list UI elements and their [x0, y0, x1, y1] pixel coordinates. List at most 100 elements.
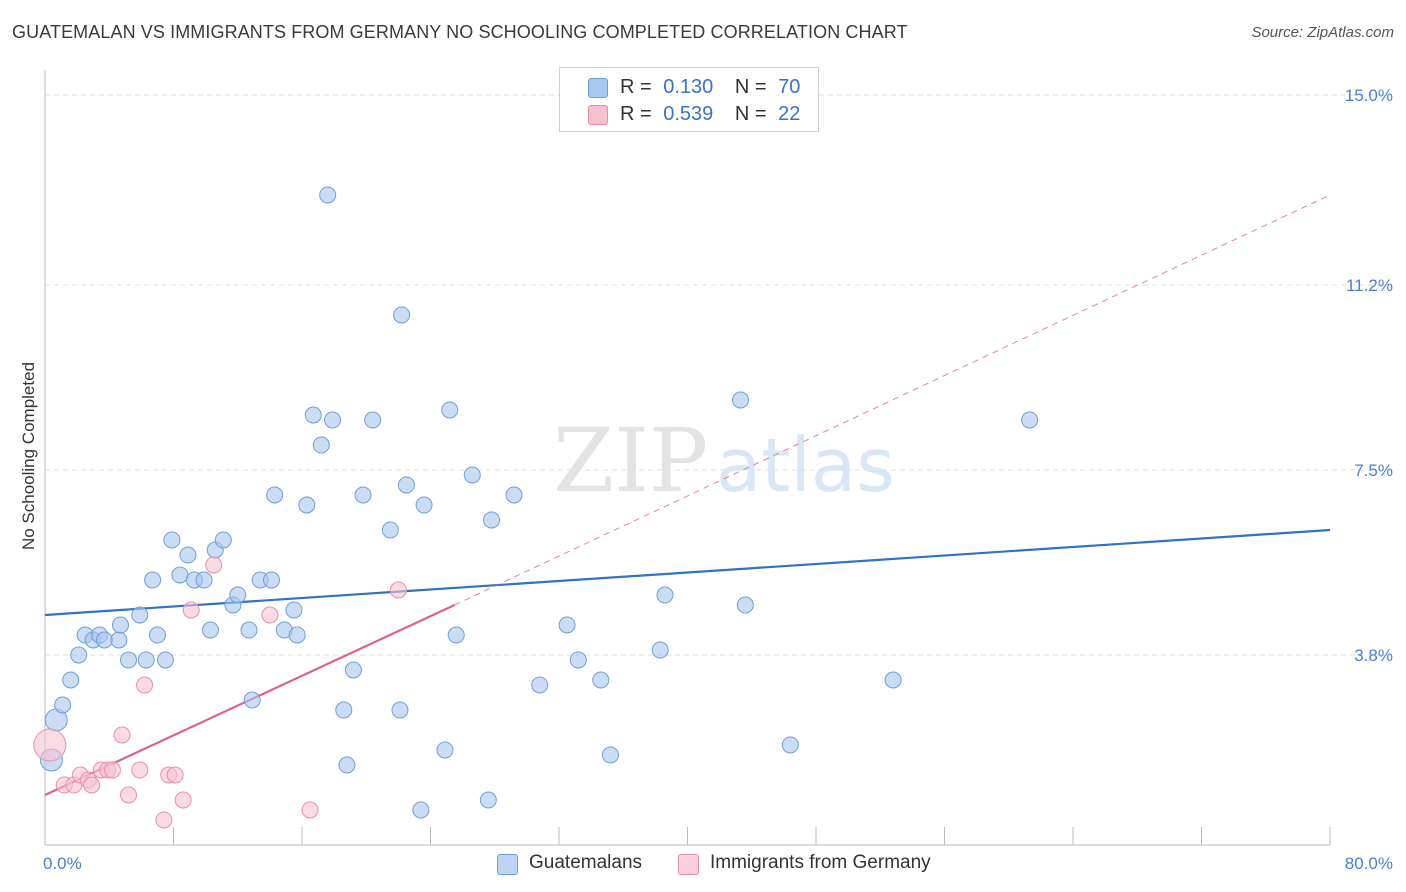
point-guatemalans — [70, 646, 88, 664]
point-germany — [389, 581, 407, 599]
point-germany — [136, 676, 154, 694]
point-germany — [301, 801, 319, 819]
legend-r-label: R = — [620, 103, 652, 125]
trend-line-guatemalans — [44, 528, 1331, 617]
point-guatemalans — [441, 401, 459, 419]
bottom-legend-swatch-blue — [497, 854, 518, 875]
point-guatemalans — [137, 651, 155, 669]
point-guatemalans — [324, 411, 342, 429]
point-germany — [33, 728, 67, 762]
point-guatemalans — [412, 801, 430, 819]
point-guatemalans — [531, 676, 549, 694]
y-tick-label: 15.0% — [1345, 86, 1393, 105]
legend-n-label: N = — [734, 103, 767, 125]
point-guatemalans — [569, 651, 587, 669]
point-guatemalans — [195, 571, 213, 589]
point-guatemalans — [732, 391, 750, 409]
point-guatemalans — [285, 601, 303, 619]
legend-r-label: R = — [620, 76, 652, 98]
point-germany — [155, 811, 173, 829]
watermark: ZIP atlas — [553, 409, 895, 512]
point-guatemalans — [131, 606, 149, 624]
data-points — [33, 186, 1039, 829]
point-guatemalans — [884, 671, 902, 689]
trend-line-germany-extension — [454, 194, 1331, 606]
legend-swatch-pink — [588, 105, 608, 125]
point-guatemalans — [656, 586, 674, 604]
point-guatemalans — [436, 741, 454, 759]
point-guatemalans — [243, 691, 261, 709]
point-guatemalans — [229, 586, 247, 604]
point-guatemalans — [415, 496, 433, 514]
legend-r-value: 0.539 — [663, 103, 714, 125]
point-guatemalans — [381, 521, 399, 539]
point-guatemalans — [144, 571, 162, 589]
point-guatemalans — [111, 616, 129, 634]
point-guatemalans — [344, 661, 362, 679]
point-guatemalans — [479, 791, 497, 809]
point-guatemalans — [338, 756, 356, 774]
point-guatemalans — [483, 511, 501, 529]
point-guatemalans — [304, 406, 322, 424]
watermark-atlas: atlas — [716, 423, 895, 509]
x-tick-label: 80.0% — [1345, 854, 1393, 873]
point-guatemalans — [148, 626, 166, 644]
point-guatemalans — [62, 671, 80, 689]
legend-n-value: 22 — [778, 103, 801, 125]
stats-legend: R = 0.130 N = 70 R = 0.539 N = 22 — [559, 67, 819, 132]
point-guatemalans — [312, 436, 330, 454]
legend-text: R = 0.130 N = 70 — [620, 76, 800, 99]
legend-text: R = 0.539 N = 22 — [620, 103, 800, 126]
point-guatemalans — [201, 621, 219, 639]
point-guatemalans — [364, 411, 382, 429]
point-germany — [120, 786, 138, 804]
point-guatemalans — [319, 186, 337, 204]
point-guatemalans — [163, 531, 181, 549]
point-guatemalans — [335, 701, 353, 719]
point-germany — [113, 726, 131, 744]
point-guatemalans — [1021, 411, 1039, 429]
point-guatemalans — [447, 626, 465, 644]
point-germany — [131, 761, 149, 779]
point-germany — [103, 761, 121, 779]
point-guatemalans — [288, 626, 306, 644]
point-guatemalans — [393, 306, 411, 324]
chart-title: GUATEMALAN VS IMMIGRANTS FROM GERMANY NO… — [12, 22, 908, 42]
point-germany — [205, 556, 223, 574]
watermark-zip: ZIP — [553, 409, 708, 512]
point-guatemalans — [54, 696, 72, 714]
y-tick-label: 11.2% — [1346, 276, 1393, 295]
legend-r-value: 0.130 — [663, 76, 714, 98]
point-guatemalans — [156, 651, 174, 669]
bottom-legend-label: Immigrants from Germany — [710, 852, 931, 873]
point-guatemalans — [592, 671, 610, 689]
point-guatemalans — [214, 531, 232, 549]
point-guatemalans — [463, 466, 481, 484]
point-guatemalans — [651, 641, 669, 659]
y-tick-label: 7.5% — [1354, 461, 1393, 480]
point-germany — [174, 791, 192, 809]
point-guatemalans — [120, 651, 138, 669]
y-tick-label: 3.8% — [1354, 646, 1393, 665]
y-axis-label: No Schooling Completed — [19, 362, 38, 550]
point-guatemalans — [95, 631, 113, 649]
legend-n-value: 70 — [778, 76, 801, 98]
point-germany — [182, 601, 200, 619]
source-label: Source: ZipAtlas.com — [1251, 24, 1394, 41]
point-guatemalans — [781, 736, 799, 754]
x-tick-label: 0.0% — [43, 854, 82, 873]
legend-swatch-blue — [588, 78, 608, 98]
axes — [44, 70, 1331, 846]
point-guatemalans — [110, 631, 128, 649]
point-guatemalans — [298, 496, 316, 514]
point-guatemalans — [354, 486, 372, 504]
bottom-legend-label: Guatemalans — [529, 852, 643, 873]
point-guatemalans — [736, 596, 754, 614]
tick-labels: 3.8% 7.5% 11.2% 15.0% 0.0% 80.0% — [43, 86, 1393, 873]
point-guatemalans — [397, 476, 415, 494]
legend-n-label: N = — [734, 76, 767, 98]
point-guatemalans — [391, 701, 409, 719]
point-guatemalans — [505, 486, 523, 504]
point-guatemalans — [171, 566, 189, 584]
